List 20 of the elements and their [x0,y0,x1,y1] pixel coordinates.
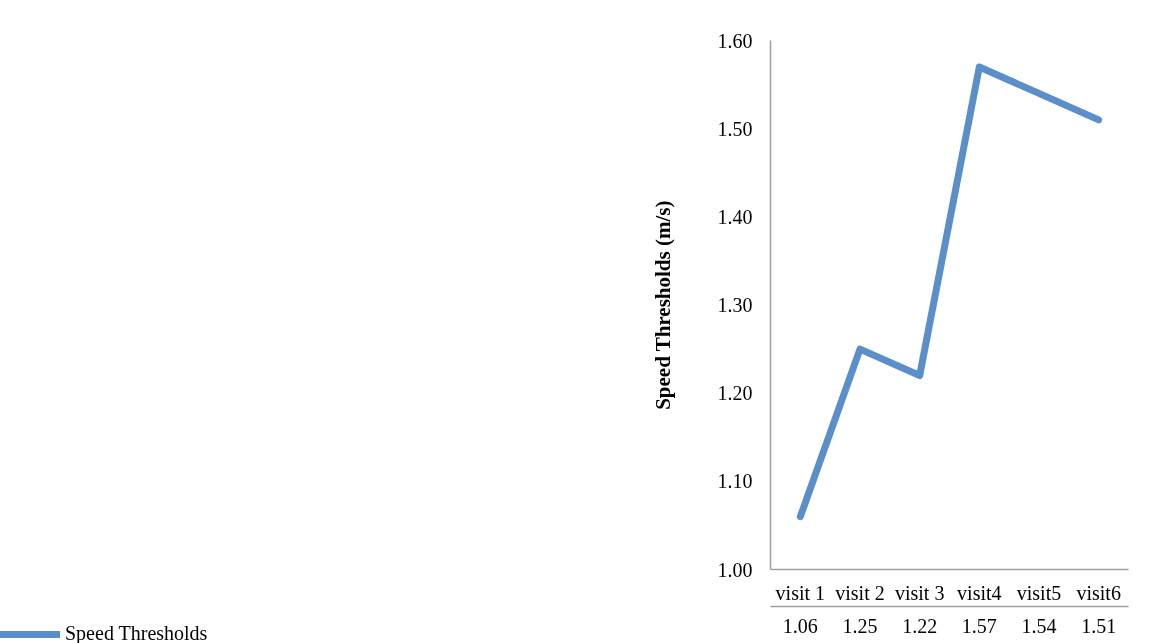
data-label: 1.51 [1081,614,1117,637]
y-tick-label: 1.20 [717,382,753,405]
y-tick-label: 1.40 [717,205,753,228]
x-tick-label: visit4 [957,581,1002,604]
y-axis-title: Speed Thresholds (m/s) [650,200,675,410]
data-label: 1.06 [782,614,818,637]
y-tick-label: 1.60 [717,29,753,52]
data-label: 1.57 [961,614,997,637]
x-tick-label: visit 1 [775,581,826,604]
y-tick-label: 1.30 [717,294,753,316]
x-tick-label: visit 3 [894,581,945,604]
x-tick-label: visit 2 [835,581,885,604]
x-tick-label: visit6 [1076,581,1121,604]
y-tick-label: 1.10 [717,470,753,493]
data-label: 1.54 [1021,614,1057,637]
data-label: 1.25 [842,614,878,637]
y-tick-label: 1.50 [717,117,753,140]
data-label: 1.22 [902,614,938,637]
x-tick-label: visit5 [1016,581,1062,604]
y-tick-label: 1.00 [717,558,753,581]
